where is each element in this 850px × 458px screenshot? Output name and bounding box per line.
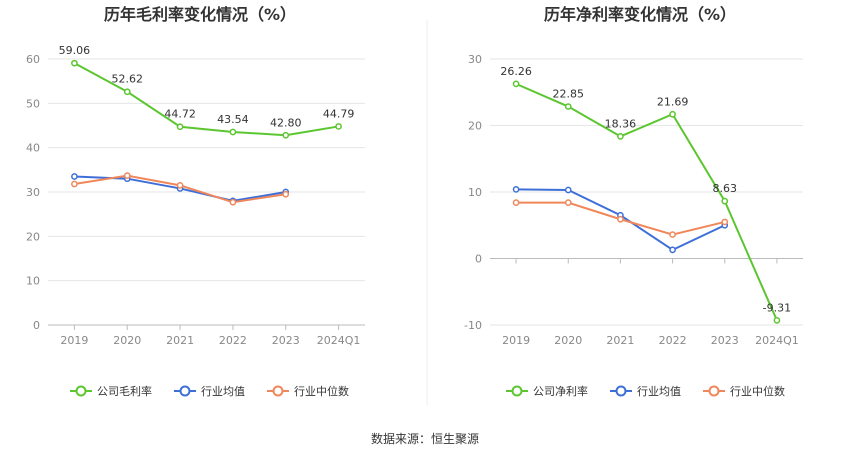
data-point [669,231,676,238]
data-label: 18.36 [605,117,637,130]
data-label: 59.06 [59,44,91,57]
data-point [617,215,624,223]
data-point [564,103,572,110]
data-label: 21.69 [657,95,689,108]
chart-panel-1: 历年毛利率变化情况（%） 0 10 20 30 40 50 60 2019 2020 2021 202… [26,5,365,398]
data-point [335,123,342,130]
x-tick-label: 2019 [502,334,530,347]
y-tick-label: 20 [26,230,40,243]
source-note: 数据来源：恒生聚源 [371,431,479,446]
chart-title: 历年毛利率变化情况（%） [104,5,296,24]
data-label: 52.62 [112,73,144,86]
data-point [512,199,520,206]
data-label: 44.79 [323,107,355,120]
x-tick-label: 2021 [606,334,634,347]
legend-label: 行业中位数 [730,384,785,398]
x-tick-label: 2020 [113,334,141,347]
series-line-1 [515,82,778,321]
x-tick-label: 2024Q1 [317,334,361,347]
data-label: 26.26 [500,65,532,78]
data-point [773,317,781,324]
data-point [71,59,78,67]
data-point [71,173,78,180]
data-point [123,88,131,96]
chart-title: 历年净利率变化情况（%） [544,5,736,24]
legend-swatch-marker [75,385,87,397]
data-point [176,182,184,189]
y-tick-label: 50 [26,97,40,110]
legend-label: 行业中位数 [294,384,349,398]
data-point [564,199,572,206]
data-point [669,246,676,254]
legend-label: 公司净利率 [533,384,588,398]
data-point [512,80,520,88]
legend-swatch-marker [511,385,523,397]
y-tick-label: 0 [475,253,482,266]
x-tick-label: 2023 [272,334,300,347]
y-tick-label: 10 [468,186,482,199]
data-label: 43.54 [217,113,249,126]
data-point [229,198,237,206]
y-tick-label: 60 [26,53,40,66]
legend-label: 行业均值 [201,385,245,398]
data-point [282,190,290,198]
data-point [282,131,290,139]
data-point [669,110,676,118]
data-point [617,133,624,140]
data-label: 8.63 [713,182,738,195]
legend-label: 行业均值 [637,385,681,398]
data-point [176,123,184,131]
legend-item-3[interactable]: 行业中位数 [703,384,785,398]
data-point [564,186,572,194]
y-tick-label: 10 [26,275,40,288]
x-tick-label: 2020 [554,334,582,347]
data-label: 44.72 [164,108,196,121]
data-point [512,185,520,193]
y-tick-label: 30 [468,53,482,66]
x-tick-label: 2022 [659,334,687,347]
data-point [229,128,237,136]
legend-item-2[interactable]: 行业均值 [174,385,245,398]
legend-item-1[interactable]: 公司净利率 [506,384,588,398]
legend-label: 公司毛利率 [97,384,152,398]
legend-swatch-marker [708,385,720,397]
data-point [721,218,729,226]
y-tick-label: -10 [464,319,482,332]
y-tick-label: 30 [26,186,40,199]
x-tick-label: 2022 [219,334,247,347]
legend-swatch-marker [272,385,284,397]
x-tick-label: 2023 [711,334,739,347]
legend-item-2[interactable]: 行业均值 [610,385,681,398]
y-tick-label: 0 [33,319,40,332]
series-line-1 [73,62,339,137]
data-label: 22.85 [553,88,585,101]
data-point [71,180,78,188]
legend-item-1[interactable]: 公司毛利率 [70,384,152,398]
x-tick-label: 2021 [166,334,194,347]
x-tick-label: 2019 [60,334,88,347]
x-tick-label: 2024Q1 [755,334,799,347]
y-tick-label: 40 [26,142,40,155]
data-label: 42.80 [270,116,302,129]
data-point [123,172,131,179]
legend-item-3[interactable]: 行业中位数 [267,384,349,398]
legend-swatch-marker [179,385,191,397]
legend-swatch-marker [615,385,627,397]
data-point [721,197,729,205]
chart-panel-2: 历年净利率变化情况（%） -10 0 10 20 30 2019 2020 2021 2022 20… [464,5,803,398]
data-label: -9.31 [763,301,791,314]
y-tick-label: 20 [468,120,482,133]
